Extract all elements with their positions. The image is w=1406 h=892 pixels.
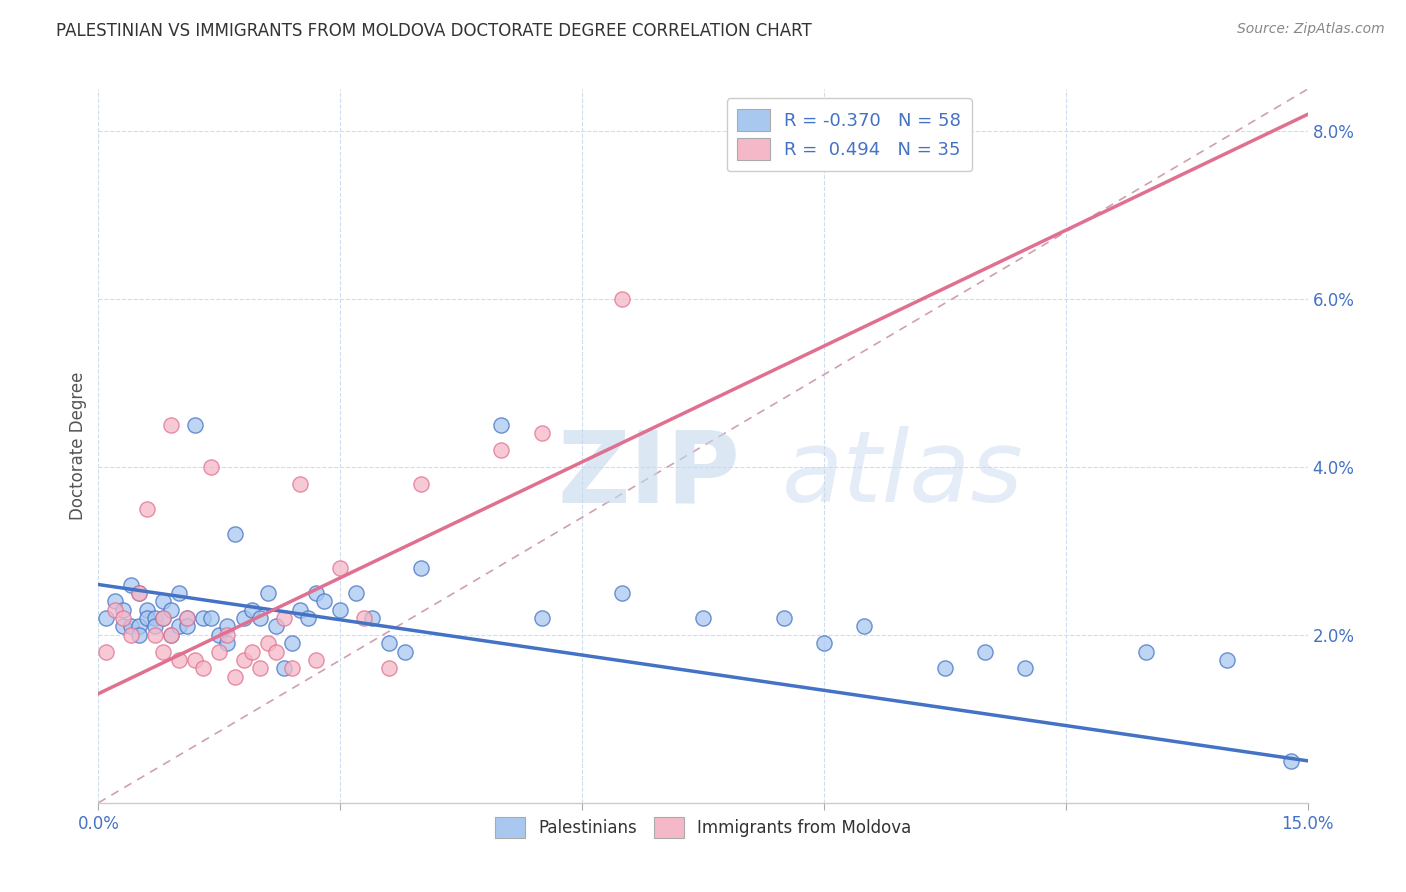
Point	[491, 443, 513, 458]
Point	[160, 628, 183, 642]
Point	[256, 636, 278, 650]
Point	[120, 577, 142, 591]
Point	[1281, 754, 1303, 768]
Point	[329, 603, 352, 617]
Point	[167, 619, 190, 633]
Point	[1014, 661, 1036, 675]
Point	[167, 653, 190, 667]
Point	[120, 619, 142, 633]
Point	[111, 611, 134, 625]
Point	[1216, 653, 1239, 667]
Point	[264, 619, 287, 633]
Point	[491, 417, 513, 432]
Point	[232, 653, 254, 667]
Point	[853, 619, 876, 633]
Point	[281, 636, 304, 650]
Text: PALESTINIAN VS IMMIGRANTS FROM MOLDOVA DOCTORATE DEGREE CORRELATION CHART: PALESTINIAN VS IMMIGRANTS FROM MOLDOVA D…	[56, 22, 813, 40]
Point	[193, 611, 215, 625]
Point	[96, 611, 118, 625]
Point	[217, 628, 239, 642]
Point	[264, 645, 287, 659]
Point	[160, 603, 183, 617]
Text: atlas: atlas	[782, 426, 1024, 523]
Point	[217, 619, 239, 633]
Point	[128, 586, 150, 600]
Point	[152, 611, 174, 625]
Point	[240, 645, 263, 659]
Point	[288, 476, 311, 491]
Text: Source: ZipAtlas.com: Source: ZipAtlas.com	[1237, 22, 1385, 37]
Point	[314, 594, 336, 608]
Point	[160, 417, 183, 432]
Point	[160, 628, 183, 642]
Point	[249, 661, 271, 675]
Point	[232, 611, 254, 625]
Point	[530, 611, 553, 625]
Point	[176, 619, 198, 633]
Point	[200, 460, 222, 475]
Point	[813, 636, 835, 650]
Point	[409, 560, 432, 574]
Point	[152, 611, 174, 625]
Point	[329, 560, 352, 574]
Point	[353, 611, 375, 625]
Point	[288, 603, 311, 617]
Legend: Palestinians, Immigrants from Moldova: Palestinians, Immigrants from Moldova	[488, 811, 918, 845]
Point	[224, 670, 246, 684]
Point	[377, 661, 399, 675]
Point	[772, 611, 794, 625]
Point	[297, 611, 319, 625]
Point	[256, 586, 278, 600]
Point	[273, 611, 295, 625]
Point	[409, 476, 432, 491]
Text: ZIP: ZIP	[558, 426, 741, 523]
Point	[103, 594, 125, 608]
Point	[305, 586, 328, 600]
Point	[111, 603, 134, 617]
Point	[974, 645, 997, 659]
Point	[193, 661, 215, 675]
Point	[377, 636, 399, 650]
Point	[176, 611, 198, 625]
Point	[96, 645, 118, 659]
Point	[128, 586, 150, 600]
Point	[249, 611, 271, 625]
Point	[135, 603, 157, 617]
Point	[184, 653, 207, 667]
Point	[240, 603, 263, 617]
Point	[273, 661, 295, 675]
Point	[143, 628, 166, 642]
Point	[128, 628, 150, 642]
Point	[135, 611, 157, 625]
Point	[394, 645, 416, 659]
Point	[692, 611, 714, 625]
Point	[1135, 645, 1157, 659]
Point	[612, 586, 634, 600]
Point	[208, 645, 231, 659]
Y-axis label: Doctorate Degree: Doctorate Degree	[69, 372, 87, 520]
Point	[361, 611, 384, 625]
Point	[530, 426, 553, 441]
Point	[305, 653, 328, 667]
Point	[208, 628, 231, 642]
Point	[934, 661, 956, 675]
Point	[612, 292, 634, 306]
Point	[217, 636, 239, 650]
Point	[135, 502, 157, 516]
Point	[143, 611, 166, 625]
Point	[103, 603, 125, 617]
Point	[152, 645, 174, 659]
Point	[167, 586, 190, 600]
Point	[224, 527, 246, 541]
Point	[176, 611, 198, 625]
Point	[111, 619, 134, 633]
Point	[143, 619, 166, 633]
Point	[120, 628, 142, 642]
Point	[128, 619, 150, 633]
Point	[184, 417, 207, 432]
Point	[200, 611, 222, 625]
Point	[152, 594, 174, 608]
Point	[281, 661, 304, 675]
Point	[344, 586, 367, 600]
